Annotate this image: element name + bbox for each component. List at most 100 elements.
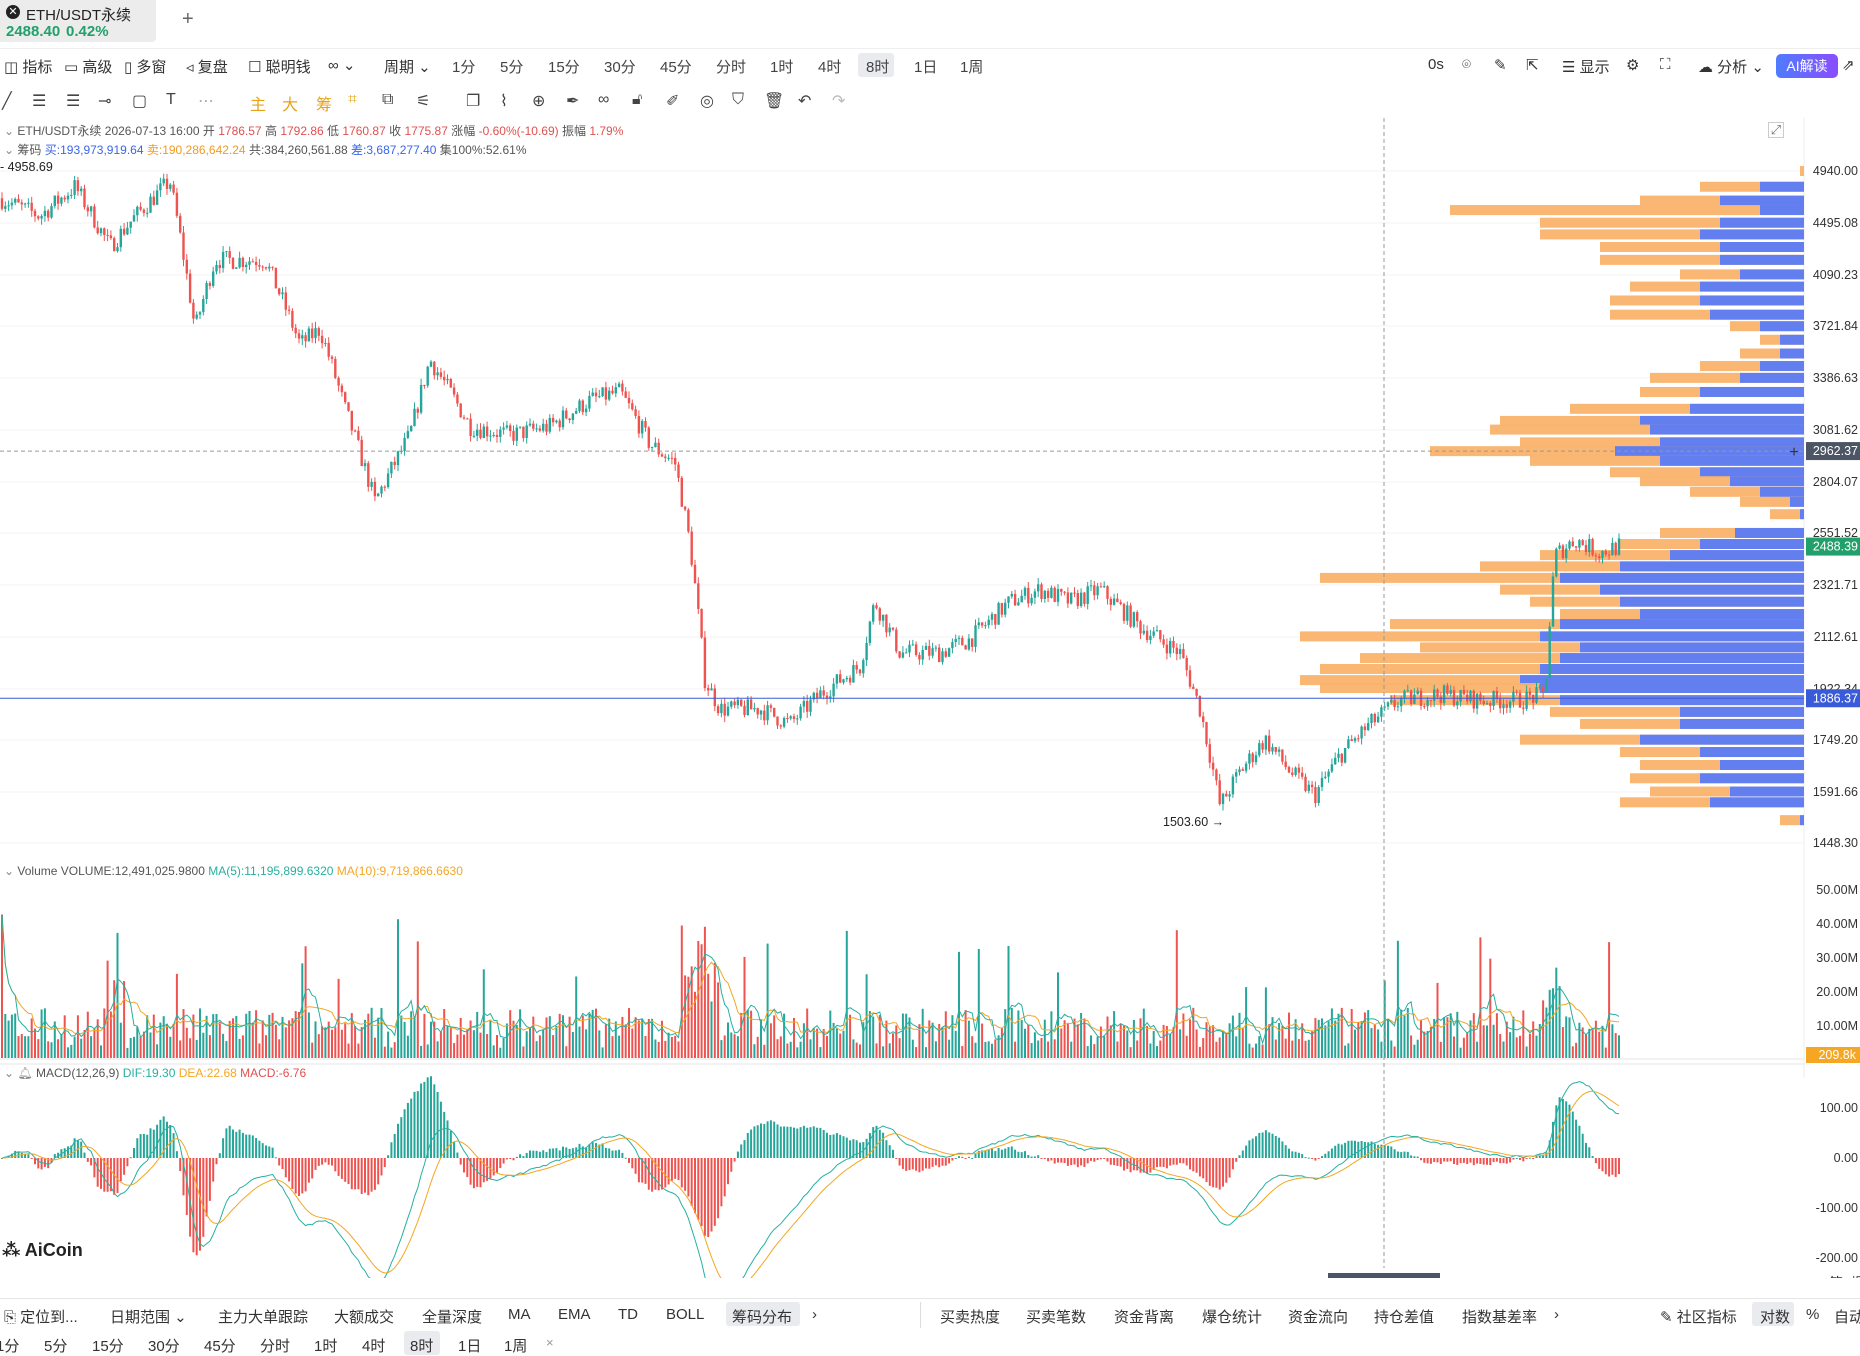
trend-icon[interactable]: ⇗	[1842, 57, 1855, 74]
chart-type-dropdown[interactable]: ∞ ⌄	[328, 56, 355, 74]
chart-canvas[interactable]: 4940.004495.084090.233721.843386.633081.…	[0, 118, 1860, 1278]
edit-icon[interactable]: ✐	[666, 93, 680, 110]
hlines-tool-icon[interactable]: ☰	[32, 93, 47, 110]
parallel-tool-icon[interactable]: ☰	[66, 93, 81, 110]
ruler-icon[interactable]: ⌇	[500, 93, 508, 110]
big-tool[interactable]: 大	[282, 97, 299, 114]
period-8h[interactable]: 8时	[866, 59, 890, 76]
advanced-button[interactable]: ▭ 高级	[64, 56, 112, 77]
brush-tool-icon[interactable]: ⚟	[416, 93, 431, 110]
undo-icon[interactable]: ↶	[798, 93, 812, 110]
period-1d[interactable]: 1日	[914, 59, 938, 76]
more-tools-icon[interactable]: ⋯	[198, 93, 214, 110]
bottom-period-1w[interactable]: 1周	[504, 1338, 528, 1355]
period-1w[interactable]: 1周	[960, 59, 984, 76]
line-tool-icon[interactable]: ╱	[2, 93, 12, 110]
clipboard-icon[interactable]: ❐	[466, 93, 481, 110]
close-periods-icon[interactable]: ×	[546, 1335, 554, 1350]
tab-buy-sell-heat[interactable]: 买卖热度	[940, 1309, 1001, 1326]
chevron-right-icon[interactable]: ›	[1554, 1306, 1559, 1323]
percent-scale-toggle[interactable]: %	[1806, 1306, 1820, 1323]
period-dropdown[interactable]: 周期 ⌄	[384, 56, 431, 77]
bottom-period-1d[interactable]: 1日	[458, 1338, 482, 1355]
candle-body	[621, 383, 624, 392]
copy-tool-icon[interactable]: ⧉	[382, 91, 394, 108]
symbol-tab[interactable]	[0, 0, 156, 42]
text-tool-icon[interactable]: T	[166, 91, 176, 108]
fullscreen-icon[interactable]: ⛶	[1660, 56, 1671, 73]
log-scale-toggle[interactable]: 对数	[1760, 1309, 1791, 1326]
pencil-icon[interactable]: ✎	[1494, 57, 1507, 74]
period-1m[interactable]: 1分	[452, 59, 476, 76]
lock-icon[interactable]: 🔓︎	[632, 91, 643, 108]
tab-full-depth[interactable]: 全量深度	[422, 1309, 483, 1326]
period-30m[interactable]: 30分	[604, 59, 636, 76]
chips-tool[interactable]: 筹	[316, 97, 333, 114]
tab-ema[interactable]: EMA	[558, 1306, 591, 1323]
tab-chip-distribution[interactable]: 筹码分布	[732, 1309, 793, 1326]
collapse-icon[interactable]: ⌄	[4, 864, 15, 878]
tab-index-basis[interactable]: 指数基差率	[1462, 1309, 1538, 1326]
community-indicators-button[interactable]: ✎ 社区指标	[1660, 1306, 1737, 1327]
analysis-button[interactable]: ☁ 分析 ⌄	[1698, 56, 1764, 77]
bottom-period-15m[interactable]: 15分	[92, 1338, 124, 1355]
share-icon[interactable]: ⇱	[1526, 57, 1539, 74]
period-5m[interactable]: 5分	[500, 59, 524, 76]
tab-buy-sell-count[interactable]: 买卖笔数	[1026, 1309, 1087, 1326]
smart-money-button[interactable]: ☐ 聪明钱	[248, 56, 311, 77]
tab-main-big-orders[interactable]: 主力大单跟踪	[218, 1309, 309, 1326]
period-1h[interactable]: 1时	[770, 59, 794, 76]
multi-window-button[interactable]: ▯ 多窗	[124, 56, 166, 77]
main-tool[interactable]: 主	[250, 97, 267, 114]
bottom-period-45m[interactable]: 45分	[204, 1338, 236, 1355]
bottom-period-1h[interactable]: 1时	[314, 1338, 338, 1355]
collapse-icon[interactable]: ⌄	[4, 124, 15, 138]
ray-tool-icon[interactable]: ⊸	[98, 93, 112, 110]
period-45m[interactable]: 45分	[660, 59, 692, 76]
volume-bar	[149, 1032, 152, 1058]
camera-icon[interactable]: ⌾	[1462, 56, 1472, 73]
magnet-icon[interactable]: ∞	[598, 91, 610, 108]
indicators-button[interactable]: ◫ 指标	[4, 56, 52, 77]
tab-fund-divergence[interactable]: 资金背离	[1114, 1309, 1175, 1326]
collapse-icon[interactable]: ⌄	[4, 143, 15, 157]
filter-icon[interactable]: ⛉	[732, 91, 745, 108]
candle-body	[159, 183, 162, 191]
period-timeline[interactable]: 分时	[716, 59, 747, 76]
period-4h[interactable]: 4时	[818, 59, 842, 76]
rect-tool-icon[interactable]: ▢	[132, 93, 148, 110]
redo-icon[interactable]: ↷	[832, 93, 846, 110]
tab-boll[interactable]: BOLL	[666, 1306, 705, 1323]
close-tab-icon[interactable]: ✕	[6, 5, 20, 19]
period-15m[interactable]: 15分	[548, 59, 580, 76]
bottom-period-30m[interactable]: 30分	[148, 1338, 180, 1355]
eye-icon[interactable]: ◎	[700, 93, 714, 110]
tab-ma[interactable]: MA	[508, 1306, 531, 1323]
tab-large-trades[interactable]: 大额成交	[334, 1309, 395, 1326]
zoom-icon[interactable]: ⊕	[532, 93, 546, 110]
replay-button[interactable]: ◃ 复盘	[186, 56, 228, 77]
display-button[interactable]: ☰ 显示	[1562, 56, 1610, 77]
tab-td[interactable]: TD	[618, 1306, 638, 1323]
marker-icon[interactable]: ✒	[566, 93, 580, 110]
maximize-icon[interactable]: ⤢	[1768, 122, 1784, 138]
measure-tool-icon[interactable]: ⌗	[348, 91, 358, 108]
bottom-period-4h[interactable]: 4时	[362, 1338, 386, 1355]
settings-icon[interactable]: ⚙	[1626, 57, 1640, 74]
bottom-period-8h[interactable]: 8时	[410, 1338, 434, 1355]
bottom-period-1m[interactable]: 1分	[0, 1338, 20, 1355]
date-range-dropdown[interactable]: 日期范围 ⌄	[110, 1306, 187, 1327]
auto-scale-toggle[interactable]: 自动	[1834, 1309, 1860, 1326]
trash-icon[interactable]: 🗑︎	[764, 93, 785, 110]
tab-liquidation-stats[interactable]: 爆仓统计	[1202, 1309, 1263, 1326]
collapse-icon[interactable]: ⌄	[4, 1066, 15, 1080]
tab-fund-flow[interactable]: 资金流向	[1288, 1309, 1349, 1326]
add-tab-button[interactable]: +	[182, 8, 194, 30]
locate-button[interactable]: ⎘ 定位到...	[4, 1306, 78, 1327]
bottom-period-timeline[interactable]: 分时	[260, 1338, 291, 1355]
bottom-period-5m[interactable]: 5分	[44, 1338, 68, 1355]
ai-interpret-button[interactable]: AI解读	[1776, 54, 1838, 78]
chevron-right-icon[interactable]: ›	[812, 1306, 817, 1323]
bell-icon[interactable]: 🔔︎	[17, 1066, 33, 1080]
tab-position-diff[interactable]: 持仓差值	[1374, 1309, 1435, 1326]
